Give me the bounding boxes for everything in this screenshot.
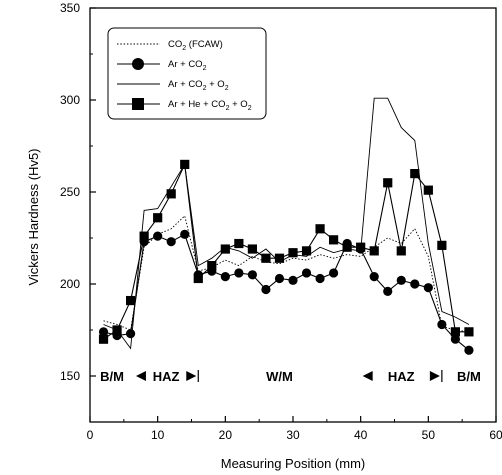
x-tick-label: 20 (219, 428, 233, 442)
data-point-circle (423, 283, 433, 293)
data-point-square (153, 213, 163, 223)
data-point-circle (437, 319, 447, 330)
data-point-square (112, 325, 122, 335)
data-point-square (301, 246, 312, 256)
series-line (103, 233, 470, 351)
legend-label: CO2 (FCAW) (168, 39, 223, 52)
x-tick-label: 10 (151, 428, 165, 442)
series-2 (98, 229, 474, 355)
data-point-square (383, 178, 393, 188)
data-point-square (247, 244, 257, 254)
data-point-square (220, 244, 230, 254)
region-label: W/M (266, 369, 293, 384)
legend-box (107, 27, 267, 120)
y-tick-label: 150 (60, 369, 80, 383)
data-point-circle (383, 286, 393, 296)
series-line (103, 215, 469, 333)
data-point-square (98, 334, 109, 344)
region-label: B/M (100, 369, 124, 384)
region-annotations: B/M HAZ W/M HAZ B/M (100, 369, 481, 384)
data-point-square (423, 185, 433, 195)
data-point-circle (274, 273, 285, 284)
data-point-circle (369, 272, 379, 282)
series-layer (98, 97, 474, 355)
x-tick-label: 60 (489, 428, 502, 442)
data-point-circle (126, 329, 136, 339)
data-point-circle (153, 231, 163, 241)
region-label: HAZ (153, 369, 180, 384)
region-label: B/M (457, 369, 481, 384)
data-point-circle (98, 327, 109, 337)
series-1 (103, 215, 469, 333)
data-point-circle (410, 279, 420, 289)
y-axis-title: Vickers Hardness (Hv5) (26, 148, 41, 285)
y-tick-label: 300 (60, 93, 80, 107)
series-line (103, 97, 470, 350)
series-3 (103, 97, 470, 350)
data-point-square (139, 231, 149, 241)
data-point-square (274, 253, 285, 263)
region-label: HAZ (388, 369, 415, 384)
y-tick-label: 250 (60, 185, 80, 199)
region-arrow-left (135, 371, 146, 381)
data-point-circle (315, 273, 325, 284)
region-arrow-left (362, 371, 373, 381)
data-point-circle (247, 270, 257, 280)
x-axis-title: Measuring Position (mm) (221, 456, 366, 471)
legend-marker-circle (132, 58, 144, 70)
data-point-circle (288, 275, 298, 285)
data-point-circle (180, 229, 190, 239)
axis-ticks: 0 10 20 30 40 50 60 150 200 250 300 350 (60, 1, 502, 442)
data-point-circle (234, 268, 244, 278)
legend-marker-square (132, 98, 144, 110)
y-tick-label: 350 (60, 1, 80, 15)
data-point-square (329, 235, 339, 245)
data-point-circle (464, 345, 474, 355)
data-point-square (410, 169, 420, 179)
data-point-square (464, 327, 474, 337)
data-point-circle (450, 334, 460, 344)
x-tick-label: 50 (422, 428, 436, 442)
data-point-square (356, 242, 366, 252)
data-point-square (396, 246, 406, 256)
data-point-square (193, 273, 203, 284)
region-arrow-right (186, 371, 197, 381)
y-tick-label: 200 (60, 277, 80, 291)
data-point-circle (166, 237, 176, 247)
series-line (103, 162, 469, 340)
data-point-square (450, 327, 460, 337)
data-point-circle (261, 284, 271, 295)
data-point-square (234, 238, 244, 249)
x-tick-label: 0 (87, 428, 94, 442)
data-point-circle (220, 272, 230, 282)
data-point-square (207, 261, 217, 271)
legend-label: Ar + He + CO2 + O2 (168, 99, 252, 112)
legend-label: Ar + CO2 (168, 59, 207, 72)
region-arrow-right (429, 371, 440, 381)
data-point-square (288, 248, 298, 258)
data-point-square (261, 253, 271, 263)
data-point-square (315, 224, 325, 234)
data-point-square (126, 295, 136, 306)
x-tick-label: 30 (286, 428, 300, 442)
data-point-square (166, 189, 176, 199)
series-4 (98, 159, 474, 344)
data-point-square (369, 246, 379, 256)
data-point-circle (329, 268, 339, 278)
x-tick-label: 40 (354, 428, 368, 442)
data-point-circle (396, 275, 406, 285)
data-point-square (437, 240, 447, 250)
legend-label: Ar + CO2 + O2 (168, 79, 229, 92)
data-point-circle (301, 268, 312, 278)
data-point-square (180, 159, 190, 169)
legend: CO2 (FCAW) Ar + CO2 Ar + CO2 + O2 Ar + He +… (107, 27, 267, 120)
data-point-square (342, 242, 352, 252)
